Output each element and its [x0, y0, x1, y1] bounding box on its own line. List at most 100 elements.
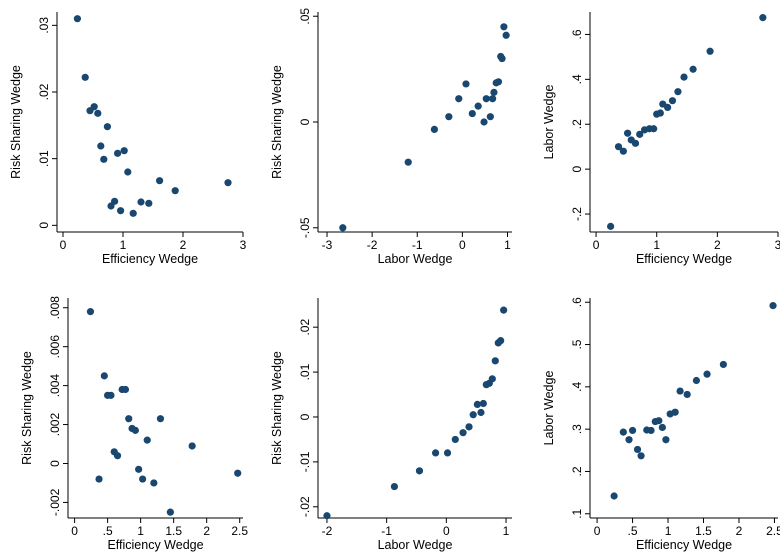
scatter-point — [224, 179, 232, 187]
y-tick-label: -.2 — [570, 207, 584, 221]
scatter-point — [139, 475, 147, 483]
scatter-point — [674, 88, 682, 96]
scatter-point — [692, 376, 701, 385]
scatter-point — [637, 452, 645, 460]
y-tick-label: .006 — [48, 335, 62, 359]
x-tick-label: .5 — [628, 524, 638, 538]
x-tick-label: 2.5 — [231, 524, 248, 538]
y-tick-label: .6 — [570, 29, 584, 39]
scatter-point — [143, 436, 151, 444]
scatter-point — [468, 109, 476, 118]
scatter-point — [480, 118, 488, 126]
y-axis-title: Risk Sharing Wedge — [20, 351, 34, 465]
scatter-point — [488, 375, 496, 383]
scatter-point — [156, 177, 164, 185]
scatter-point — [662, 436, 670, 444]
scatter-point — [107, 391, 115, 399]
scatter-point — [150, 479, 158, 487]
scatter-point — [339, 224, 347, 232]
scatter-point — [473, 400, 481, 409]
scatter-point — [759, 14, 767, 22]
panel-1: 0 1 2 3 0 .01 .02 .03 Efficiency Wedge Risk Shari… — [9, 12, 247, 266]
scatter-point — [443, 449, 452, 457]
scatter-point — [171, 187, 179, 195]
y-tick-label: .008 — [48, 296, 62, 320]
y-tick-label: .1 — [570, 508, 584, 518]
scatter-point — [445, 113, 453, 121]
x-tick-label: 1 — [503, 524, 510, 538]
x-tick-label: 3 — [240, 238, 247, 252]
scatter-point — [121, 385, 130, 394]
scatter-point — [131, 426, 139, 434]
scatter-point — [647, 426, 655, 435]
scatter-point — [114, 149, 122, 157]
scatter-point — [689, 65, 697, 73]
y-axis-title: Labor Wedge — [542, 371, 556, 446]
scatter-point — [636, 130, 644, 138]
panel-3: 0 1 2 3 -.2 0 .2 .4 .6 Efficiency Wedge Labor Wedg… — [542, 12, 780, 266]
scatter-point — [81, 73, 89, 81]
x-tick-label: -1 — [381, 524, 392, 538]
scatter-point — [166, 508, 174, 516]
y-tick-label: -.01 — [298, 451, 312, 472]
panel-4: 0 .5 1 1.5 2 2.5 -.002 0 .002 .004 .006 .008 Efficie… — [20, 296, 248, 552]
scatter-point — [676, 387, 684, 395]
x-tick-label: 1.5 — [165, 524, 182, 538]
x-tick-label: -3 — [322, 238, 333, 252]
y-tick-label: .2 — [570, 466, 584, 476]
y-axis-title: Risk Sharing Wedge — [270, 65, 284, 179]
scatter-point — [323, 512, 331, 520]
scatter-point — [500, 23, 508, 31]
x-axis-title: Efficiency Wedge — [636, 538, 732, 552]
scatter-point — [494, 78, 503, 86]
scatter-point — [614, 143, 623, 151]
y-tick-label: 0 — [298, 118, 312, 125]
scatter-point — [486, 113, 494, 121]
scatter-point — [137, 198, 145, 206]
scatter-point — [680, 73, 688, 81]
x-tick-label: .5 — [103, 524, 113, 538]
x-tick-label: 1.5 — [695, 524, 712, 538]
x-tick-label: -2 — [322, 524, 333, 538]
y-tick-label: .05 — [298, 8, 312, 25]
scatter-point — [628, 426, 637, 435]
scatter-point — [769, 302, 777, 310]
scatter-point — [156, 415, 165, 423]
scatter-point — [124, 168, 132, 176]
scatter-point — [633, 445, 642, 454]
scatter-point — [474, 102, 482, 110]
y-tick-label: .01 — [298, 363, 312, 380]
scatter-point — [482, 95, 490, 103]
x-tick-label: 2 — [736, 524, 743, 538]
scatter-point — [455, 95, 463, 103]
x-tick-label: 1 — [504, 238, 511, 252]
x-axis-title: Labor Wedge — [378, 252, 453, 266]
x-axis-title: Efficiency Wedge — [102, 252, 198, 266]
scatter-point — [703, 370, 711, 378]
y-tick-label: .004 — [48, 374, 62, 398]
x-tick-label: 0 — [593, 238, 600, 252]
scatter-point — [95, 475, 103, 483]
scatter-point — [430, 125, 438, 134]
scatter-point — [668, 97, 677, 105]
y-tick-label: .01 — [37, 150, 51, 167]
scatter-point — [404, 158, 412, 166]
scatter-point — [625, 436, 633, 444]
scatter-point — [683, 390, 691, 399]
y-axis-title: Risk Sharing Wedge — [9, 65, 23, 179]
scatter-point — [462, 80, 470, 88]
x-tick-label: 2 — [714, 238, 721, 252]
y-axis-title: Labor Wedge — [542, 85, 556, 160]
scatter-point — [500, 306, 508, 314]
scatter-point — [490, 88, 498, 96]
scatter-point — [415, 467, 424, 475]
x-tick-label: -2 — [367, 238, 378, 252]
x-axis-title: Efficiency Wedge — [636, 252, 732, 266]
y-tick-label: .02 — [37, 83, 51, 100]
scatter-point — [610, 492, 618, 500]
x-axis-title: Efficiency Wedge — [107, 538, 203, 552]
y-tick-label: 0 — [37, 222, 51, 229]
x-tick-label: 1 — [665, 524, 672, 538]
x-tick-label: 1 — [137, 524, 144, 538]
